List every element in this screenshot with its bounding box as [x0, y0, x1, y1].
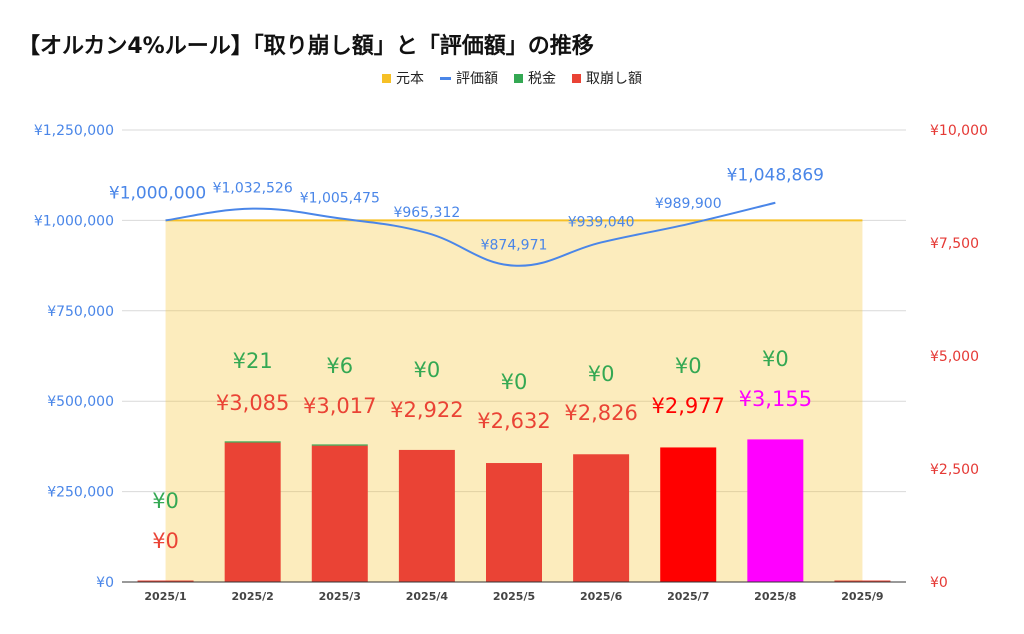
- withdrawal-bar: [747, 439, 804, 582]
- y-tick-label-left: ¥1,250,000: [34, 123, 114, 139]
- y-tick-label-right: ¥10,000: [930, 123, 988, 139]
- withdrawal-bar: [224, 442, 281, 582]
- chart-title: 【オルカン4%ルール】「取り崩し額」と「評価額」の推移: [18, 34, 594, 59]
- tax-data-label: ¥0: [152, 489, 179, 513]
- valuation-data-label: ¥1,048,869: [727, 166, 824, 186]
- withdrawal-bar: [311, 445, 368, 582]
- legend-item-valuation: 評価額: [440, 68, 498, 88]
- y-tick-label-right: ¥7,500: [930, 236, 979, 252]
- withdrawal-data-label: ¥3,085: [216, 391, 289, 415]
- withdrawal-bar: [398, 449, 455, 582]
- tax-bar: [224, 441, 281, 443]
- tax-data-label: ¥0: [675, 354, 702, 378]
- legend-label-withdrawal: 取崩し額: [586, 71, 642, 87]
- y-tick-label-left: ¥0: [96, 575, 114, 591]
- valuation-data-label: ¥939,040: [568, 214, 635, 230]
- y-tick-label-right: ¥5,000: [930, 349, 979, 365]
- y-tick-label-right: ¥0: [930, 575, 948, 591]
- valuation-line: [165, 201, 776, 267]
- legend-label-principal: 元本: [396, 71, 424, 87]
- x-tick-label: 2025/9: [841, 590, 883, 603]
- legend-swatch-tax: [514, 73, 523, 83]
- legend-swatch-valuation: [440, 76, 451, 80]
- withdrawal-bar: [573, 454, 630, 582]
- y-tick-label-right: ¥2,500: [930, 462, 979, 478]
- withdrawal-data-label: ¥3,155: [739, 387, 812, 411]
- x-tick-label: 2025/2: [232, 590, 274, 603]
- withdrawal-data-label: ¥2,922: [390, 398, 463, 422]
- x-tick-label: 2025/6: [580, 590, 623, 603]
- x-tick-label: 2025/5: [493, 590, 535, 603]
- valuation-data-label: ¥1,000,000: [109, 183, 206, 203]
- chart-legend: 元本 評価額 税金 取崩し額: [0, 68, 1024, 88]
- valuation-data-label: ¥1,005,475: [300, 190, 380, 206]
- tax-data-label: ¥0: [501, 370, 528, 394]
- y-tick-label-left: ¥1,000,000: [34, 213, 114, 229]
- withdrawal-data-label: ¥2,977: [651, 394, 724, 418]
- legend-item-withdrawal: 取崩し額: [572, 68, 642, 88]
- x-tick-label: 2025/7: [667, 590, 709, 603]
- legend-swatch-principal: [382, 73, 391, 83]
- x-tick-label: 2025/4: [406, 590, 449, 603]
- withdrawal-bar: [660, 447, 717, 582]
- legend-label-tax: 税金: [528, 71, 556, 87]
- tax-data-label: ¥0: [762, 347, 789, 371]
- valuation-data-label: ¥989,900: [655, 196, 722, 212]
- withdrawal-data-label: ¥0: [152, 529, 179, 553]
- withdrawal-bar: [834, 580, 891, 582]
- x-tick-label: 2025/1: [144, 590, 186, 603]
- tax-data-label: ¥6: [326, 354, 353, 378]
- tax-data-label: ¥21: [233, 349, 273, 373]
- x-tick-label: 2025/3: [319, 590, 361, 603]
- tax-bar: [311, 444, 368, 446]
- valuation-data-label: ¥874,971: [481, 238, 548, 254]
- legend-swatch-withdrawal: [572, 73, 581, 83]
- withdrawal-bar: [137, 580, 194, 582]
- valuation-data-label: ¥965,312: [393, 205, 460, 221]
- tax-data-label: ¥0: [414, 358, 441, 382]
- x-tick-label: 2025/8: [754, 590, 796, 603]
- withdrawal-data-label: ¥2,632: [477, 409, 550, 433]
- withdrawal-bar: [486, 463, 542, 582]
- valuation-data-label: ¥1,032,526: [213, 181, 293, 197]
- y-tick-label-left: ¥750,000: [47, 304, 114, 320]
- withdrawal-data-label: ¥3,017: [303, 394, 376, 418]
- legend-item-principal: 元本: [382, 68, 424, 88]
- withdrawal-data-label: ¥2,826: [564, 401, 637, 425]
- y-tick-label-left: ¥250,000: [47, 485, 114, 501]
- legend-label-valuation: 評価額: [456, 71, 498, 87]
- y-tick-label-left: ¥500,000: [47, 394, 114, 410]
- tax-data-label: ¥0: [588, 362, 615, 386]
- legend-item-tax: 税金: [514, 68, 556, 88]
